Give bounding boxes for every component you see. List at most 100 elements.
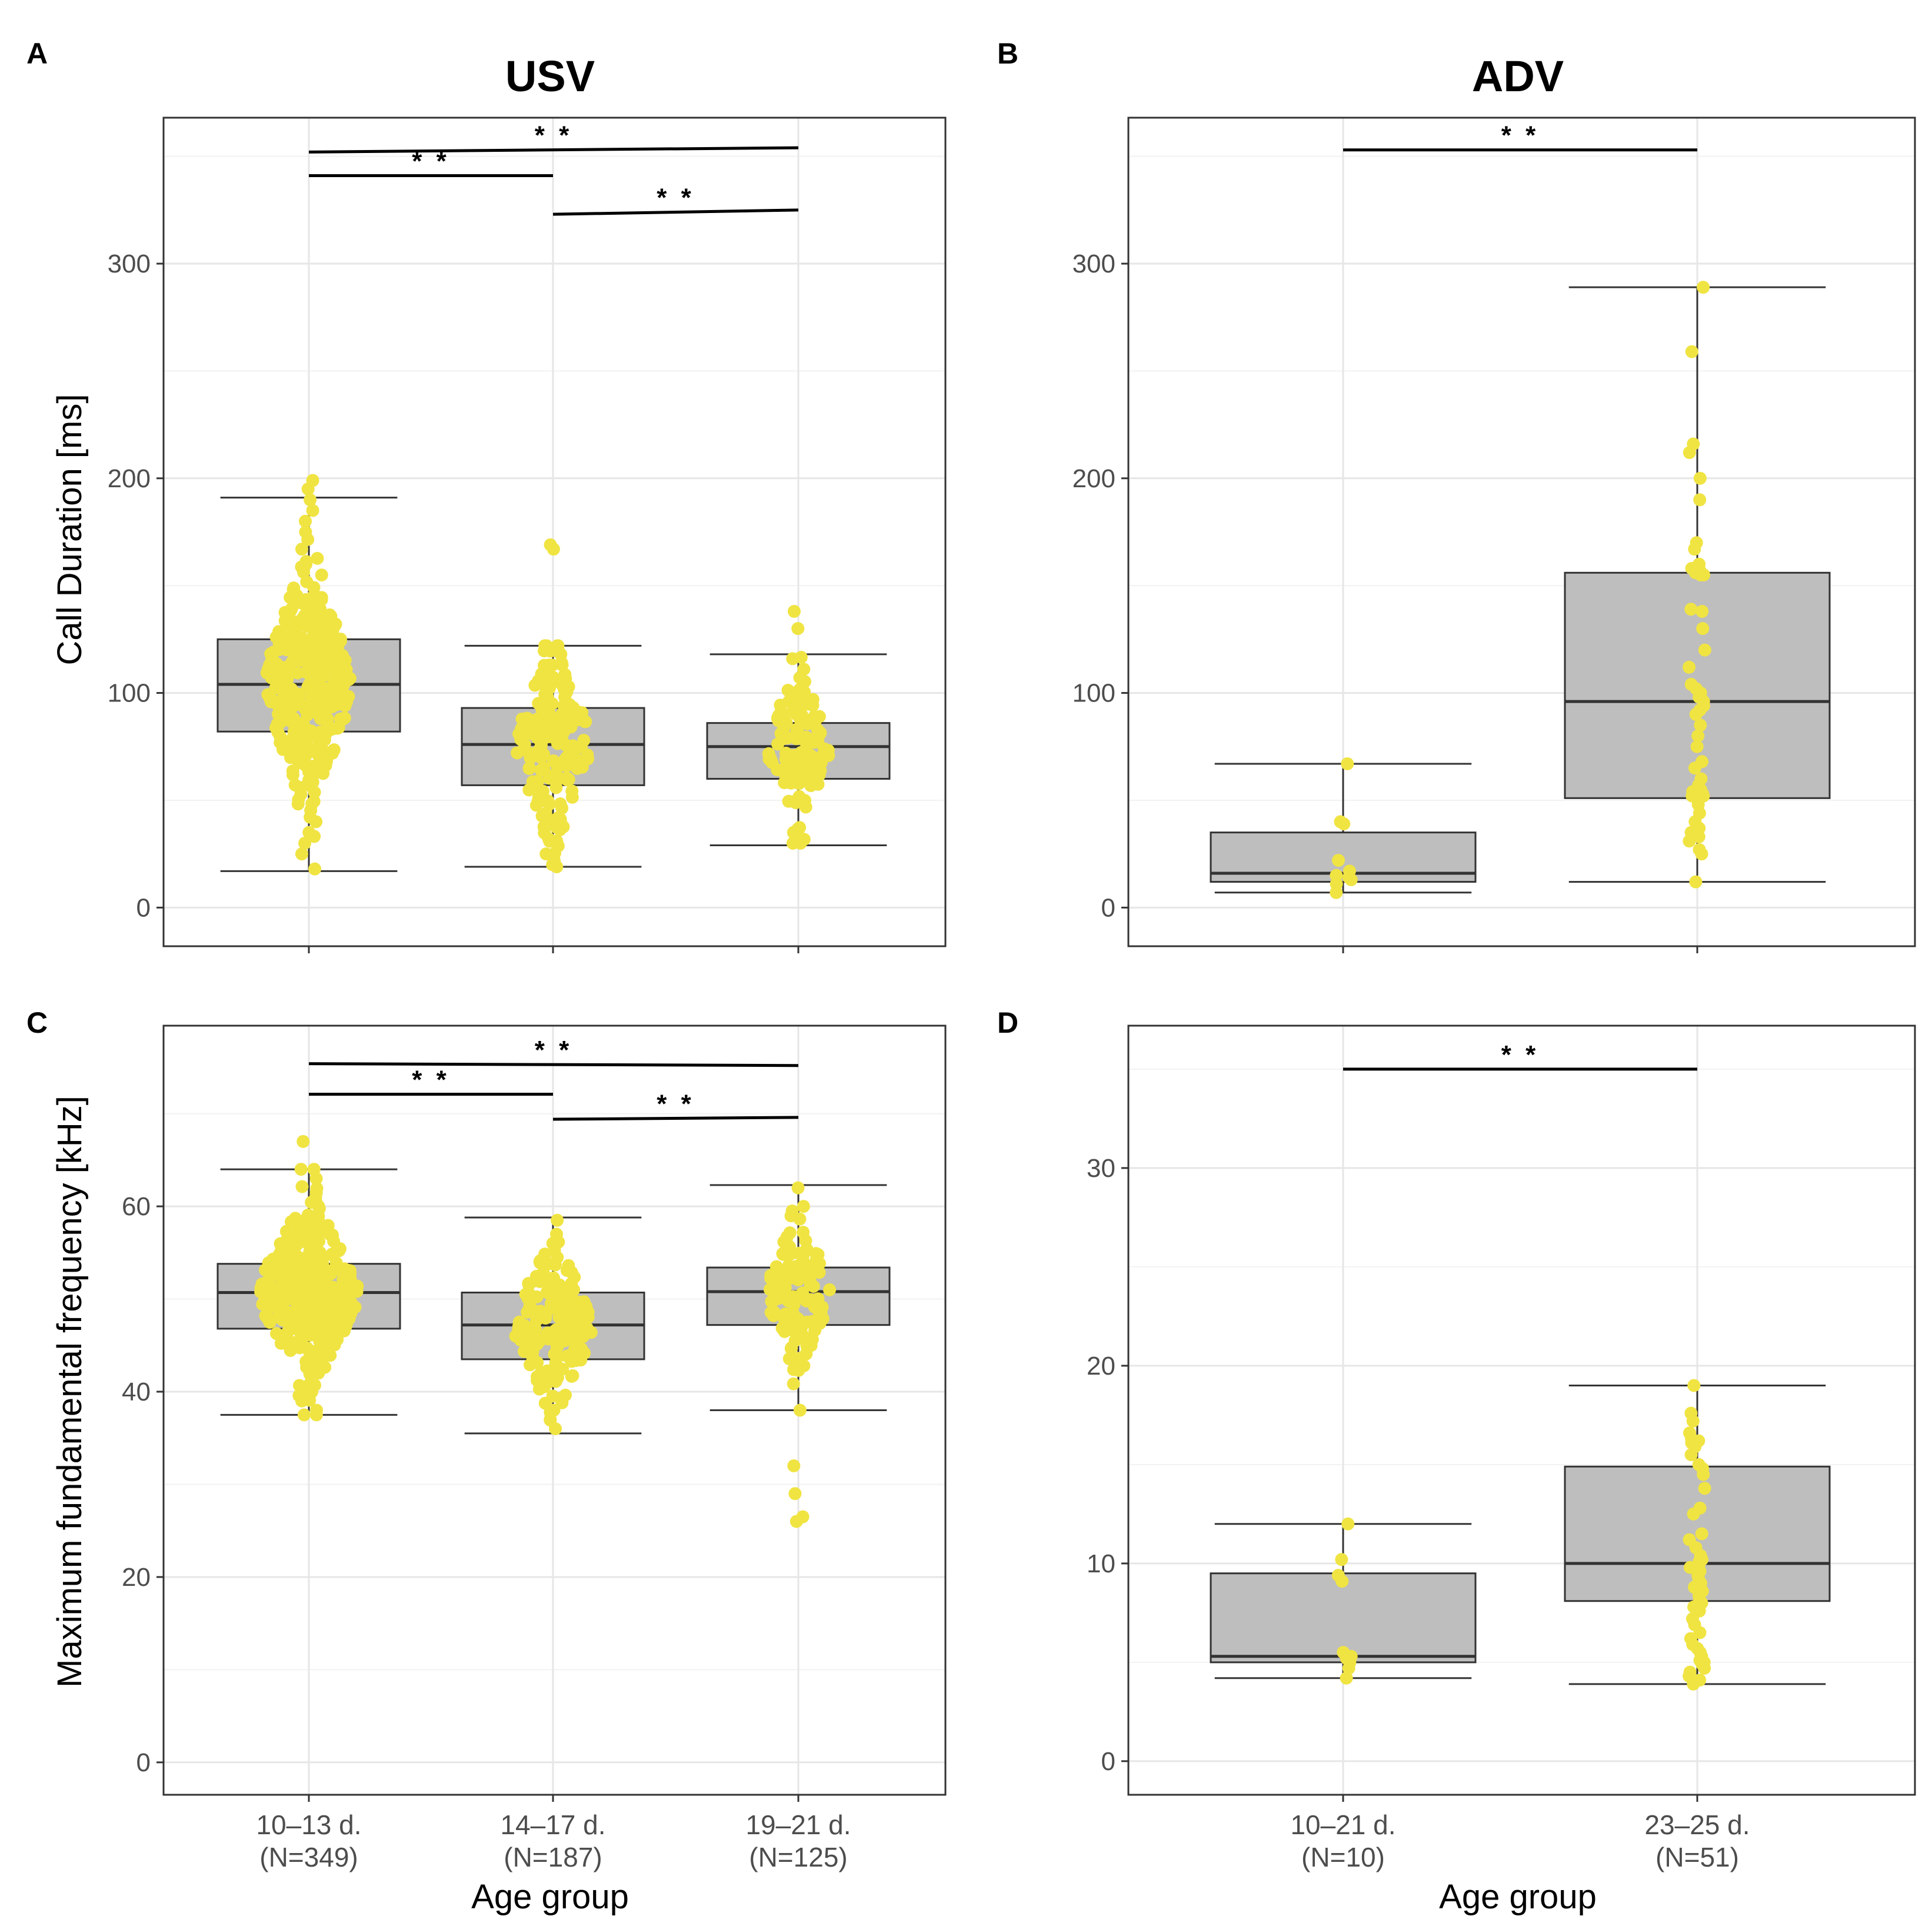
panel-d-x-axis-title: Age group xyxy=(1439,1878,1597,1916)
panel-a-data-point xyxy=(307,679,321,693)
panel-b-plot-frame xyxy=(1127,117,1916,947)
panel-a-data-point xyxy=(812,729,826,742)
panel-d-data-point xyxy=(1342,1661,1355,1675)
panel-c-data-point xyxy=(256,1298,269,1311)
panel-c-data-point xyxy=(334,1321,348,1335)
panel-b-data-point xyxy=(1696,604,1709,618)
panel-d-data-point xyxy=(1684,1448,1698,1462)
panel-a-data-point xyxy=(288,699,301,713)
panel-a-data-point xyxy=(557,820,570,834)
panel-a-data-point xyxy=(549,727,562,740)
panel-c-data-point xyxy=(558,1334,572,1348)
panel-d-data-point xyxy=(1693,1626,1707,1639)
panel-b-data-point xyxy=(1693,493,1707,507)
panel-a-data-point xyxy=(286,764,299,778)
panel-c-significance-bar xyxy=(552,1116,799,1121)
panel-c-data-point xyxy=(551,1250,564,1264)
panel-c-data-point xyxy=(800,1294,813,1308)
panel-c-significance-label: * * xyxy=(657,1089,694,1118)
panel-a-data-point xyxy=(327,676,341,689)
panel-c-plot-frame xyxy=(162,1024,947,1796)
panel-a-data-point xyxy=(796,690,810,703)
panel-c-data-point xyxy=(264,1286,277,1300)
panel-c-data-point xyxy=(521,1292,535,1306)
panel-a-data-point xyxy=(322,618,335,632)
panel-c-x-tick-n-label: (N=125) xyxy=(749,1842,847,1872)
panel-a-data-point xyxy=(552,715,565,729)
panel-c-data-point xyxy=(327,1235,341,1248)
panel-c-y-tick-label: 40 xyxy=(122,1378,151,1406)
panel-a-data-point xyxy=(550,834,564,848)
panel-d-x-tick-n-label: (N=51) xyxy=(1655,1842,1739,1872)
panel-a-data-point xyxy=(306,742,319,756)
panel-c-data-point xyxy=(301,1341,314,1355)
panel-a-data-point xyxy=(537,761,551,774)
panel-d-plot: 0 10 20 30 10–21 d.(N=10) 23–25 d.(N=51) * * xyxy=(1087,1024,1916,1872)
panel-d-data-point xyxy=(1683,1561,1697,1574)
panel-c-data-point xyxy=(764,1269,778,1282)
panel-c-data-point xyxy=(312,1331,326,1345)
panel-b: B ADV 0 100 200 300 * * xyxy=(997,37,1916,953)
panel-c-data-point xyxy=(311,1236,324,1249)
panel-a-significance-label: * * xyxy=(412,147,449,175)
panel-c-data-point xyxy=(512,1320,525,1333)
panel-c: C 0 20 40 60 10–13 d.(N=349) 14–17 d.(N=187) 1… xyxy=(26,1006,947,1872)
panel-c-data-point xyxy=(551,1371,564,1385)
panel-a-data-point xyxy=(282,643,296,657)
panel-c-data-point xyxy=(575,1342,588,1356)
panel-c-data-point xyxy=(787,1459,801,1472)
panel-c-data-point xyxy=(292,1278,306,1291)
panel-c-data-point xyxy=(312,1200,325,1213)
panel-a-data-point xyxy=(285,602,298,616)
panel-a-data-point xyxy=(304,804,318,817)
panel-b-data-point xyxy=(1691,729,1705,743)
panel-b-data-point xyxy=(1693,471,1707,485)
panel-c-data-point xyxy=(287,1309,300,1322)
panel-b-data-point xyxy=(1688,761,1701,775)
panel-a-data-point xyxy=(315,568,328,582)
panel-c-data-point xyxy=(529,1272,543,1285)
panel-c-data-point xyxy=(297,1408,311,1422)
panel-a-data-point xyxy=(791,622,805,636)
panel-c-x-tick-n-label: (N=349) xyxy=(259,1842,358,1872)
panel-c-data-point xyxy=(517,1345,531,1358)
panel-c-data-point xyxy=(548,1296,562,1310)
panel-c-data-point xyxy=(549,1323,563,1336)
panel-a-data-point xyxy=(537,820,551,834)
panel-b-data-point xyxy=(1697,281,1710,294)
panel-c-data-point xyxy=(785,1204,799,1218)
panel-a-title: USV xyxy=(505,52,595,101)
panel-a-data-point xyxy=(301,483,315,496)
panel-a-data-point xyxy=(572,713,585,727)
panel-a-data-point xyxy=(285,739,298,752)
panel-a-data-point xyxy=(511,746,524,760)
panel-c-data-point xyxy=(294,1163,308,1176)
panel-c-data-point xyxy=(577,1295,591,1309)
panel-c-data-point xyxy=(784,1247,798,1260)
panel-b-y-tick-label: 100 xyxy=(1072,679,1115,708)
panel-c-x-tick-label: 19–21 d. xyxy=(745,1809,851,1840)
panel-a-significance-bar xyxy=(308,146,799,154)
panel-d-y-tick-label: 20 xyxy=(1087,1352,1115,1381)
panel-a-data-point xyxy=(547,543,560,556)
panel-c-x-tick-n-label: (N=187) xyxy=(504,1842,602,1872)
panel-a-data-point xyxy=(281,711,295,725)
panel-a-data-point xyxy=(329,694,343,707)
panel-c-data-point xyxy=(538,1396,552,1410)
panel-c-data-point xyxy=(560,1264,574,1278)
panel-d-x-tick-label: 23–25 d. xyxy=(1644,1809,1750,1840)
panel-b-data-point xyxy=(1684,603,1698,616)
panel-a-data-point xyxy=(306,504,319,517)
panel-a-data-point xyxy=(309,815,323,829)
panel-d-data-point xyxy=(1687,1507,1700,1521)
panel-c-data-point xyxy=(577,1329,590,1343)
panel-c-data-point xyxy=(347,1301,360,1315)
panel-c-data-point xyxy=(779,1307,792,1320)
panel-c-data-point xyxy=(788,1487,802,1501)
panel-a-data-point xyxy=(298,836,312,850)
panel-d-y-tick-label: 30 xyxy=(1087,1154,1115,1183)
panel-a-data-point xyxy=(786,695,800,708)
panel-c-data-point xyxy=(312,1209,325,1222)
panel-c-data-point xyxy=(294,1230,307,1244)
panel-a-data-point xyxy=(308,668,322,682)
